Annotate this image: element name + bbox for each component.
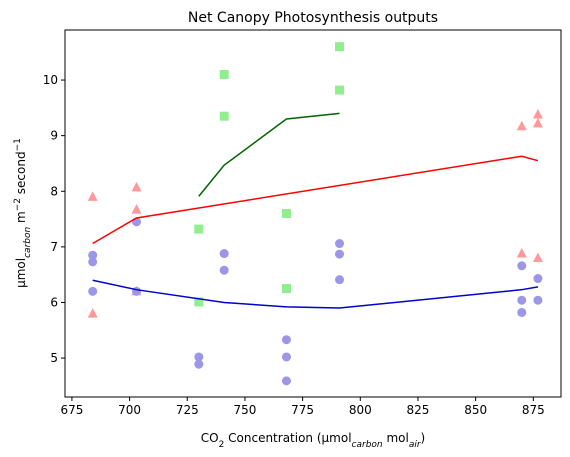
green-point: [194, 224, 204, 234]
blue-point: [517, 261, 527, 271]
x-tick-label: 875: [522, 403, 545, 417]
green-point: [219, 69, 229, 79]
blue-point: [517, 295, 527, 305]
green-point: [335, 85, 345, 95]
blue-point: [281, 335, 291, 345]
y-tick-label: 6: [50, 295, 58, 309]
x-tick-label: 675: [60, 403, 83, 417]
blue-series-line: [92, 279, 539, 309]
blue-point: [88, 257, 98, 267]
x-axis: 675 700 725 750 775 800 825 850 875: [60, 397, 545, 417]
green-point: [335, 42, 345, 52]
red-point: [87, 191, 98, 201]
x-tick-label: 700: [118, 403, 141, 417]
blue-point: [281, 352, 291, 362]
red-point: [131, 181, 142, 192]
blue-point: [281, 376, 291, 386]
red-point: [532, 117, 543, 128]
x-tick-label: 800: [349, 403, 372, 417]
red-point: [532, 252, 543, 262]
blue-point: [219, 249, 229, 259]
x-tick-label: 775: [291, 403, 314, 417]
y-axis: 5 6 7 8 9 10: [43, 73, 65, 365]
x-tick-label: 825: [407, 403, 430, 417]
x-axis-label: CO2 Concentration (µmolcarbon molair): [201, 431, 425, 450]
green-series-line: [198, 112, 340, 197]
blue-point: [533, 295, 543, 305]
y-tick-label: 10: [43, 73, 58, 87]
blue-point: [517, 307, 527, 317]
y-tick-label: 7: [50, 240, 58, 254]
blue-point: [533, 274, 543, 284]
blue-point: [88, 250, 98, 260]
red-point: [516, 120, 527, 131]
y-axis-label: µmolcarbon m−2 second−1: [13, 138, 33, 288]
green-point: [281, 284, 291, 294]
chart-title: Net Canopy Photosynthesis outputs: [188, 10, 438, 26]
red-series-line: [92, 155, 539, 245]
blue-point: [194, 352, 204, 362]
x-tick-label: 850: [464, 403, 487, 417]
blue-point: [219, 265, 229, 275]
green-point: [219, 111, 229, 121]
blue-point: [194, 359, 204, 369]
y-tick-label: 9: [50, 129, 58, 143]
blue-point: [335, 239, 345, 249]
y-tick-label: 5: [50, 351, 58, 365]
red-point: [516, 248, 527, 258]
blue-point: [335, 275, 345, 285]
x-tick-label: 725: [176, 403, 199, 417]
green-point: [194, 297, 204, 307]
red-point: [87, 308, 98, 318]
x-tick-label: 750: [233, 403, 256, 417]
blue-point: [335, 249, 345, 259]
y-tick-label: 8: [50, 184, 58, 198]
red-point: [532, 109, 543, 119]
blue-point: [88, 286, 98, 296]
plot-frame: [64, 29, 562, 398]
blue-point: [132, 286, 142, 296]
plot-area: [87, 42, 543, 386]
green-point: [281, 209, 291, 218]
red-point: [131, 204, 142, 214]
